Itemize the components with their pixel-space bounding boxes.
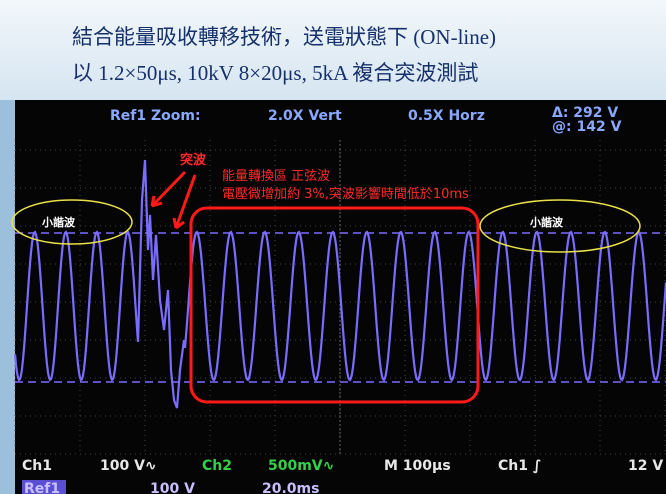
side-strip — [0, 100, 15, 494]
harmonic-label-right: 小諧波 — [529, 215, 564, 229]
trigger-source: Ch1 ∫ — [498, 458, 541, 474]
ch1-scale: 100 V∿ — [100, 458, 157, 474]
trigger-level: 12 V — [628, 458, 663, 474]
ref-zoom: Ref1 Zoom: — [110, 108, 201, 124]
vert-zoom: 2.0X Vert — [268, 108, 342, 124]
ch2-scale: 500mV∿ — [268, 458, 334, 474]
slide: 結合能量吸收轉移技術，送電狀態下 (ON-line) 以 1.2×50μs, 1… — [0, 0, 666, 494]
header-bg — [0, 0, 666, 100]
ref1-time: 20.0ms — [262, 481, 319, 494]
horz-zoom: 0.5X Horz — [408, 108, 485, 124]
header-line2: 以 1.2×50μs, 10kV 8×20μs, 5kA 複合突波測試 — [72, 61, 478, 85]
timebase: M 100μs — [384, 458, 451, 474]
ch2-label: Ch2 — [202, 458, 232, 474]
header-line1: 結合能量吸收轉移技術，送電狀態下 (ON-line) — [72, 25, 496, 49]
surge-label: 突波 — [180, 152, 207, 168]
at-reading: @: 142 V — [552, 119, 622, 135]
note-label: 電壓微增加約 3%,突波影響時間低於10ms — [222, 186, 469, 202]
zone-label: 能量轉換區 正弦波 — [222, 168, 330, 184]
page: 結合能量吸收轉移技術，送電狀態下 (ON-line) 以 1.2×50μs, 1… — [0, 0, 666, 494]
harmonic-label-left: 小諧波 — [41, 215, 76, 229]
ch1-label: Ch1 — [22, 458, 52, 474]
ref1-label: Ref1 — [24, 481, 60, 494]
ref1-scale: 100 V — [150, 481, 195, 494]
